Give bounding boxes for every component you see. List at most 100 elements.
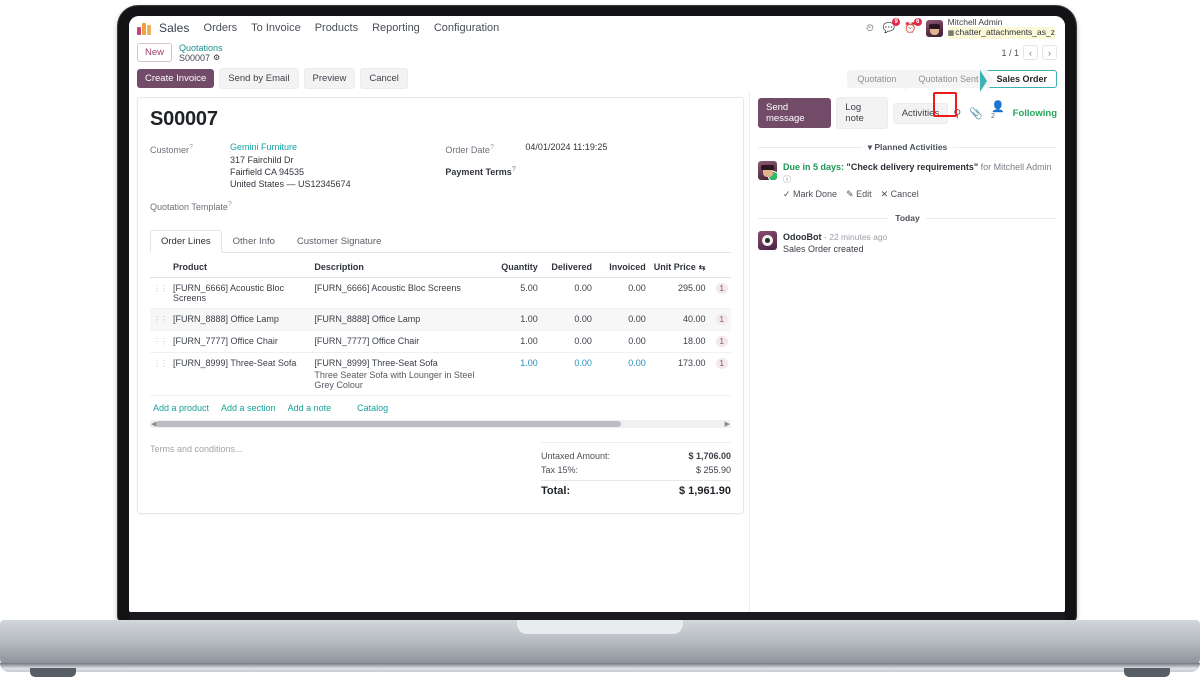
tab-customer-signature[interactable]: Customer Signature (296, 236, 382, 247)
column-invoiced[interactable]: Invoiced (594, 257, 649, 278)
cell-description[interactable]: [FURN_8999] Three-Seat Sofa Three Seater… (311, 352, 485, 396)
stage-sales-order[interactable]: Sales Order (980, 69, 1057, 92)
breadcrumb-parent[interactable]: Quotations (179, 42, 223, 53)
planned-activities-label[interactable]: ▾ Planned Activities (867, 142, 948, 152)
row-drag-handle[interactable]: ⋮⋮ (150, 277, 170, 309)
table-row[interactable]: ⋮⋮ [FURN_6666] Acoustic Bloc Screens [FU… (150, 277, 731, 309)
pager-previous-icon[interactable]: ‹ (1023, 45, 1038, 60)
cell-delivered[interactable]: 0.00 (540, 352, 595, 396)
cell-invoiced[interactable]: 0.00 (594, 277, 649, 309)
cell-unit-price[interactable]: 173.00 (648, 352, 709, 396)
cell-tax[interactable]: 1 (708, 277, 731, 309)
scroll-right-icon[interactable]: ▶ (724, 421, 730, 428)
cell-product[interactable]: [FURN_8999] Three-Seat Sofa (170, 352, 312, 396)
chat-icon[interactable]: 💬 9 (883, 17, 901, 34)
row-drag-handle[interactable]: ⋮⋮ (150, 308, 170, 331)
cell-unit-price[interactable]: 18.00 (648, 330, 709, 353)
scroll-left-icon[interactable]: ◀ (151, 421, 157, 428)
activity-clock-icon[interactable]: ⏲ (865, 22, 874, 34)
user-menu[interactable]: Mitchell Admin ▦chatter_attachments_as_z (925, 17, 1055, 39)
tab-order-lines[interactable]: Order Lines (150, 230, 222, 253)
row-drag-handle[interactable]: ⋮⋮ (150, 352, 170, 396)
mark-done-button[interactable]: ✓ Mark Done (783, 189, 838, 199)
tab-other-info[interactable]: Other Info (232, 236, 275, 247)
cell-quantity[interactable]: 1.00 (484, 308, 541, 331)
column-delivered[interactable]: Delivered (540, 257, 595, 278)
activities-button[interactable]: Activities (892, 102, 949, 124)
cell-unit-price[interactable]: 295.00 (648, 277, 709, 309)
followers-button[interactable]: 👤2 (990, 101, 1005, 121)
cell-invoiced[interactable]: 0.00 (594, 330, 649, 353)
catalog-link[interactable]: Catalog (357, 403, 389, 413)
nav-item-configuration[interactable]: Configuration (433, 22, 500, 34)
gear-icon[interactable]: ⚙ (213, 52, 221, 62)
drag-handle-icon[interactable]: ⋮⋮ (153, 315, 168, 324)
scrollbar-thumb[interactable] (156, 421, 621, 427)
stage-quotation[interactable]: Quotation (847, 69, 912, 92)
cell-product[interactable]: [FURN_7777] Office Chair (170, 330, 312, 353)
info-icon[interactable]: ⓘ (783, 175, 791, 184)
order-date-value[interactable]: 04/01/2024 11:19:25 (525, 142, 608, 152)
following-button[interactable]: Following (1012, 107, 1057, 119)
add-a-note-link[interactable]: Add a note (287, 403, 332, 413)
cancel-activity-button[interactable]: ✕ Cancel (880, 189, 919, 199)
odoo-app: Sales Orders To Invoice Products Reporti… (129, 16, 1065, 612)
table-horizontal-scrollbar[interactable]: ◀ ▶ (150, 420, 731, 428)
add-a-section-link[interactable]: Add a section (221, 403, 276, 413)
pager-next-icon[interactable]: › (1042, 45, 1057, 60)
customer-name[interactable]: Gemini Furniture (230, 142, 298, 152)
cell-delivered[interactable]: 0.00 (540, 277, 595, 309)
nav-item-orders[interactable]: Orders (203, 22, 238, 34)
cell-description[interactable]: [FURN_6666] Acoustic Bloc Screens (311, 277, 485, 309)
column-quantity[interactable]: Quantity (484, 257, 541, 278)
table-row[interactable]: ⋮⋮ [FURN_8999] Three-Seat Sofa [FURN_899… (150, 352, 731, 396)
terms-and-conditions-field[interactable]: Terms and conditions... (150, 444, 243, 454)
send-by-email-button[interactable]: Send by Email (219, 68, 299, 89)
nav-item-reporting[interactable]: Reporting (372, 22, 420, 34)
add-a-product-link[interactable]: Add a product (153, 403, 210, 413)
cell-description[interactable]: [FURN_8888] Office Lamp (311, 308, 485, 331)
message-author[interactable]: OdooBot (783, 232, 822, 242)
cell-quantity[interactable]: 1.00 (484, 330, 541, 353)
cell-invoiced[interactable]: 0.00 (594, 308, 649, 331)
sort-icon[interactable]: ⇆ (698, 263, 706, 272)
new-button[interactable]: New (137, 43, 173, 62)
column-description[interactable]: Description (311, 257, 485, 278)
customer-value: Gemini Furniture 317 Fairchild Dr Fairfi… (230, 141, 351, 190)
cell-tax[interactable]: 1 (708, 352, 731, 396)
send-message-button[interactable]: Send message (758, 98, 832, 128)
edit-activity-button[interactable]: ✎ Edit (846, 189, 872, 199)
cancel-button[interactable]: Cancel (360, 68, 408, 89)
table-row[interactable]: ⋮⋮ [FURN_7777] Office Chair [FURN_7777] … (150, 330, 731, 353)
cell-product[interactable]: [FURN_8888] Office Lamp (170, 308, 312, 331)
table-row[interactable]: ⋮⋮ [FURN_8888] Office Lamp [FURN_8888] O… (150, 308, 731, 331)
app-name[interactable]: Sales (159, 21, 190, 35)
cell-tax[interactable]: 1 (708, 308, 731, 331)
log-note-button[interactable]: Log note (836, 97, 888, 129)
drag-handle-icon[interactable]: ⋮⋮ (153, 284, 168, 293)
nav-item-to-invoice[interactable]: To Invoice (251, 22, 301, 34)
customer-label: Customer? (150, 144, 193, 155)
cell-product[interactable]: [FURN_6666] Acoustic Bloc Screens (170, 277, 312, 309)
nav-item-products[interactable]: Products (314, 22, 359, 34)
cell-quantity[interactable]: 1.00 (484, 352, 541, 396)
cell-description[interactable]: [FURN_7777] Office Chair (311, 330, 485, 353)
cell-unit-price[interactable]: 40.00 (648, 308, 709, 331)
drag-handle-icon[interactable]: ⋮⋮ (153, 337, 168, 346)
cell-delivered[interactable]: 0.00 (540, 330, 595, 353)
paperclip-icon[interactable]: 📎 (969, 107, 983, 120)
row-drag-handle[interactable]: ⋮⋮ (150, 330, 170, 353)
create-invoice-button[interactable]: Create Invoice (137, 69, 215, 88)
drag-handle-icon[interactable]: ⋮⋮ (153, 359, 168, 368)
stage-quotation-sent[interactable]: Quotation Sent (905, 69, 994, 92)
cell-tax[interactable]: 1 (708, 330, 731, 353)
column-product[interactable]: Product (170, 257, 312, 278)
column-unit-price[interactable]: Unit Price ⇆ (648, 257, 709, 278)
cell-delivered[interactable]: 0.00 (540, 308, 595, 331)
bell-icon[interactable]: ⏰ 6 (904, 17, 922, 34)
search-icon[interactable]: ⚲ (953, 107, 962, 120)
cell-invoiced[interactable]: 0.00 (594, 352, 649, 396)
preview-button[interactable]: Preview (303, 68, 356, 89)
cell-quantity[interactable]: 5.00 (484, 277, 541, 309)
